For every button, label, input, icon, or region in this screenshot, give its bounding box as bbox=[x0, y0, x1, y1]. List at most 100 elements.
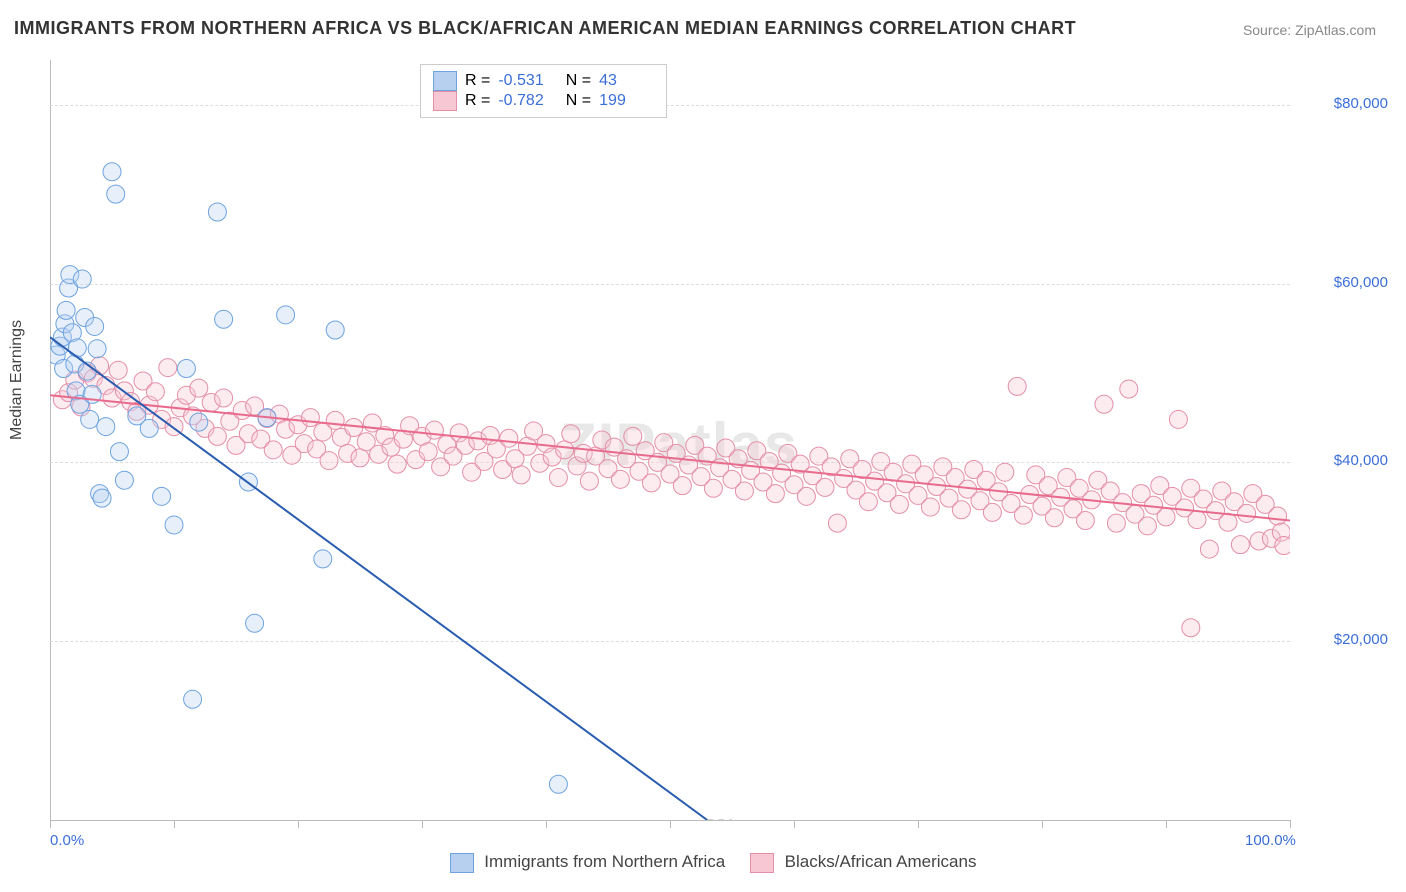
scatter-point bbox=[115, 471, 133, 489]
scatter-point bbox=[57, 301, 75, 319]
x-tick-mark bbox=[50, 820, 51, 828]
scatter-point bbox=[859, 493, 877, 511]
r-value-pink: -0.782 bbox=[498, 92, 553, 110]
scatter-point bbox=[828, 514, 846, 532]
scatter-point bbox=[1120, 380, 1138, 398]
scatter-point bbox=[146, 383, 164, 401]
scatter-point bbox=[140, 419, 158, 437]
scatter-point bbox=[1014, 506, 1032, 524]
scatter-point bbox=[208, 427, 226, 445]
scatter-point bbox=[208, 203, 226, 221]
n-label: N = bbox=[561, 72, 591, 90]
scatter-point bbox=[110, 443, 128, 461]
bottom-legend: Immigrants from Northern Africa Blacks/A… bbox=[0, 852, 1406, 873]
x-tick-mark bbox=[422, 820, 423, 828]
scatter-point bbox=[190, 413, 208, 431]
legend-label-blue: Immigrants from Northern Africa bbox=[484, 852, 725, 871]
x-tick-label: 100.0% bbox=[1245, 832, 1296, 849]
y-tick-label: $20,000 bbox=[1334, 631, 1388, 648]
scatter-point bbox=[1045, 509, 1063, 527]
scatter-point bbox=[93, 489, 111, 507]
scatter-point bbox=[983, 503, 1001, 521]
n-label: N = bbox=[561, 92, 591, 110]
scatter-point bbox=[107, 185, 125, 203]
stats-row-pink: R = -0.782 N = 199 bbox=[433, 91, 654, 111]
legend-swatch-blue bbox=[450, 853, 474, 873]
scatter-point bbox=[952, 501, 970, 519]
scatter-point bbox=[97, 418, 115, 436]
scatter-point bbox=[816, 478, 834, 496]
scatter-point bbox=[177, 359, 195, 377]
x-tick-mark bbox=[1290, 820, 1291, 828]
scatter-point bbox=[611, 470, 629, 488]
n-value-blue: 43 bbox=[599, 72, 654, 90]
scatter-point bbox=[500, 429, 518, 447]
scatter-point bbox=[326, 411, 344, 429]
scatter-point bbox=[246, 614, 264, 632]
scatter-point bbox=[165, 516, 183, 534]
scatter-point bbox=[642, 474, 660, 492]
scatter-point bbox=[704, 479, 722, 497]
scatter-point bbox=[1076, 511, 1094, 529]
scatter-point bbox=[351, 449, 369, 467]
scatter-point bbox=[81, 410, 99, 428]
x-tick-mark bbox=[1042, 820, 1043, 828]
y-tick-label: $40,000 bbox=[1334, 452, 1388, 469]
scatter-point bbox=[419, 443, 437, 461]
scatter-point bbox=[73, 270, 91, 288]
scatter-point bbox=[624, 427, 642, 445]
scatter-point bbox=[673, 477, 691, 495]
x-tick-mark bbox=[670, 820, 671, 828]
x-tick-mark bbox=[918, 820, 919, 828]
x-tick-label: 0.0% bbox=[50, 832, 84, 849]
legend-swatch-pink bbox=[750, 853, 774, 873]
scatter-point bbox=[301, 409, 319, 427]
scatter-point bbox=[1275, 537, 1290, 555]
y-tick-label: $80,000 bbox=[1334, 95, 1388, 112]
scatter-point bbox=[109, 361, 127, 379]
scatter-point bbox=[68, 339, 86, 357]
r-value-blue: -0.531 bbox=[498, 72, 553, 90]
scatter-point bbox=[580, 472, 598, 490]
scatter-point bbox=[797, 487, 815, 505]
scatter-point bbox=[215, 389, 233, 407]
trend-line bbox=[50, 337, 707, 820]
scatter-point bbox=[425, 421, 443, 439]
scatter-point bbox=[1157, 508, 1175, 526]
x-tick-mark bbox=[794, 820, 795, 828]
source-attribution: Source: ZipAtlas.com bbox=[1243, 22, 1376, 38]
chart-title: IMMIGRANTS FROM NORTHERN AFRICA VS BLACK… bbox=[14, 18, 1076, 39]
scatter-point bbox=[153, 487, 171, 505]
scatter-point bbox=[184, 690, 202, 708]
scatter-point bbox=[88, 340, 106, 358]
n-value-pink: 199 bbox=[599, 92, 654, 110]
swatch-pink bbox=[433, 91, 457, 111]
scatter-point bbox=[1269, 507, 1287, 525]
scatter-point bbox=[1107, 514, 1125, 532]
legend-label-pink: Blacks/African Americans bbox=[785, 852, 977, 871]
correlation-stats-box: R = -0.531 N = 43 R = -0.782 N = 199 bbox=[420, 64, 667, 118]
scatter-point bbox=[388, 455, 406, 473]
r-label: R = bbox=[465, 92, 490, 110]
scatter-point bbox=[921, 498, 939, 516]
scatter-point bbox=[1188, 511, 1206, 529]
scatter-point bbox=[314, 550, 332, 568]
x-tick-mark bbox=[298, 820, 299, 828]
y-tick-label: $60,000 bbox=[1334, 274, 1388, 291]
x-tick-mark bbox=[546, 820, 547, 828]
scatter-point bbox=[215, 310, 233, 328]
scatter-point bbox=[1182, 619, 1200, 637]
scatter-point bbox=[1008, 377, 1026, 395]
scatter-point bbox=[996, 463, 1014, 481]
x-tick-mark bbox=[1166, 820, 1167, 828]
scatter-point bbox=[512, 466, 530, 484]
scatter-point bbox=[1169, 410, 1187, 428]
scatter-point bbox=[264, 441, 282, 459]
scatter-point bbox=[86, 317, 104, 335]
trend-line bbox=[50, 395, 1290, 520]
scatter-point bbox=[1231, 536, 1249, 554]
scatter-point bbox=[1095, 395, 1113, 413]
scatter-point bbox=[1138, 517, 1156, 535]
scatter-point bbox=[556, 441, 574, 459]
scatter-point bbox=[190, 379, 208, 397]
